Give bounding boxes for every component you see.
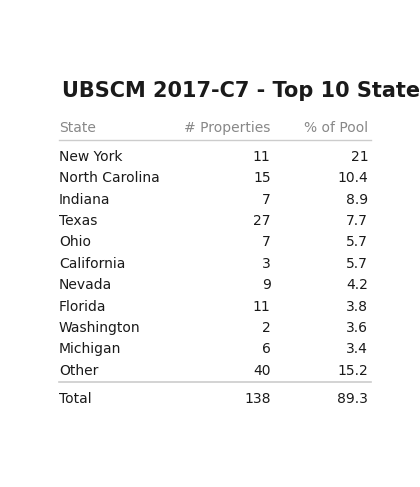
Text: 7: 7 [262, 235, 270, 249]
Text: 4.2: 4.2 [346, 278, 368, 292]
Text: 3.4: 3.4 [346, 342, 368, 356]
Text: UBSCM 2017-C7 - Top 10 States: UBSCM 2017-C7 - Top 10 States [62, 81, 420, 101]
Text: California: California [59, 257, 126, 271]
Text: Texas: Texas [59, 214, 97, 228]
Text: 5.7: 5.7 [346, 257, 368, 271]
Text: Indiana: Indiana [59, 193, 110, 206]
Text: 15.2: 15.2 [338, 364, 368, 378]
Text: 89.3: 89.3 [337, 392, 368, 406]
Text: 7.7: 7.7 [346, 214, 368, 228]
Text: Ohio: Ohio [59, 235, 91, 249]
Text: 3.8: 3.8 [346, 300, 368, 314]
Text: 7: 7 [262, 193, 270, 206]
Text: Nevada: Nevada [59, 278, 112, 292]
Text: Florida: Florida [59, 300, 107, 314]
Text: North Carolina: North Carolina [59, 171, 160, 186]
Text: Total: Total [59, 392, 92, 406]
Text: # Properties: # Properties [184, 121, 270, 135]
Text: Washington: Washington [59, 321, 141, 335]
Text: Other: Other [59, 364, 98, 378]
Text: 3: 3 [262, 257, 270, 271]
Text: 9: 9 [262, 278, 270, 292]
Text: 40: 40 [253, 364, 270, 378]
Text: Michigan: Michigan [59, 342, 121, 356]
Text: 11: 11 [253, 300, 270, 314]
Text: 21: 21 [351, 150, 368, 164]
Text: 8.9: 8.9 [346, 193, 368, 206]
Text: New York: New York [59, 150, 123, 164]
Text: 11: 11 [253, 150, 270, 164]
Text: 10.4: 10.4 [338, 171, 368, 186]
Text: 27: 27 [253, 214, 270, 228]
Text: 2: 2 [262, 321, 270, 335]
Text: 3.6: 3.6 [346, 321, 368, 335]
Text: State: State [59, 121, 96, 135]
Text: 6: 6 [262, 342, 270, 356]
Text: 15: 15 [253, 171, 270, 186]
Text: % of Pool: % of Pool [304, 121, 368, 135]
Text: 138: 138 [244, 392, 270, 406]
Text: 5.7: 5.7 [346, 235, 368, 249]
